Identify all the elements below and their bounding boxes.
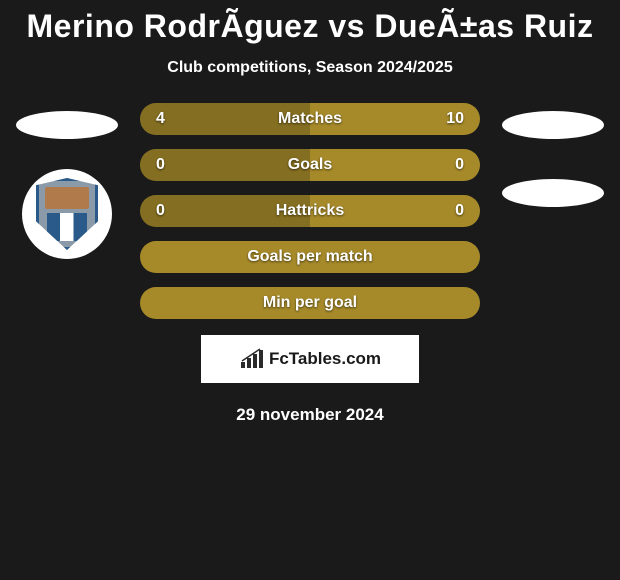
stat-left-value: 4 [156, 110, 165, 128]
stat-label: Goals [140, 156, 480, 174]
club-badge-right-placeholder [502, 179, 604, 207]
stat-label: Goals per match [140, 248, 480, 266]
stat-row-goals: 0 Goals 0 [140, 149, 480, 181]
stat-row-goals-per-match: Goals per match [140, 241, 480, 273]
stat-label: Matches [140, 110, 480, 128]
right-player-col [498, 103, 608, 207]
subtitle: Club competitions, Season 2024/2025 [0, 59, 620, 77]
stat-right-value: 0 [455, 156, 464, 174]
stat-label: Hattricks [140, 202, 480, 220]
player-photo-placeholder-right [502, 111, 604, 139]
barchart-icon [239, 348, 265, 370]
left-player-col [12, 103, 122, 259]
player-photo-placeholder-left [16, 111, 118, 139]
shield-icon [36, 178, 98, 250]
stat-right-value: 10 [446, 110, 464, 128]
stat-row-min-per-goal: Min per goal [140, 287, 480, 319]
stat-bars: 4 Matches 10 0 Goals 0 0 Hattricks 0 Goa… [140, 103, 480, 319]
attribution-text: FcTables.com [269, 349, 381, 369]
date: 29 november 2024 [0, 405, 620, 425]
stat-row-matches: 4 Matches 10 [140, 103, 480, 135]
club-badge-left [22, 169, 112, 259]
comparison-card: Merino RodrÃ­guez vs DueÃ±as Ruiz Club c… [0, 0, 620, 425]
stat-right-value: 0 [455, 202, 464, 220]
attribution-box: FcTables.com [201, 335, 419, 383]
stat-left-value: 0 [156, 202, 165, 220]
stat-label: Min per goal [140, 294, 480, 312]
stat-left-value: 0 [156, 156, 165, 174]
stat-row-hattricks: 0 Hattricks 0 [140, 195, 480, 227]
stats-area: 4 Matches 10 0 Goals 0 0 Hattricks 0 Goa… [0, 103, 620, 319]
page-title: Merino RodrÃ­guez vs DueÃ±as Ruiz [0, 8, 620, 45]
